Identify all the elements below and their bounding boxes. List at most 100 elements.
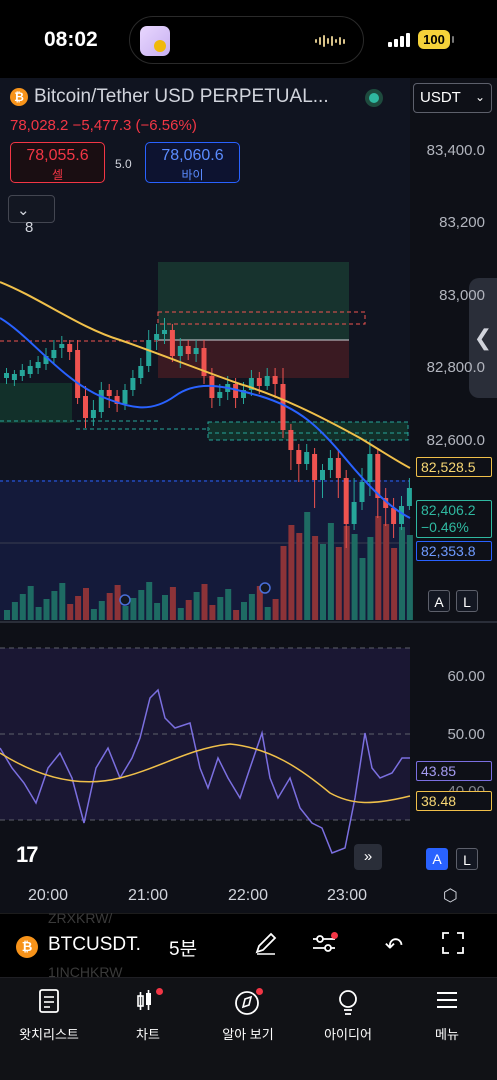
sell-price: 78,055.6 <box>26 147 89 164</box>
currency-select[interactable]: USDT ⌄ <box>413 83 492 113</box>
settings-gear-icon[interactable]: ⬡ <box>443 886 458 905</box>
rsi-ma-tag: 38.48 <box>416 791 492 811</box>
nav-menu[interactable]: 메뉴 <box>397 988 497 1043</box>
time-axis-label: 21:00 <box>128 887 169 904</box>
ma-fast-price-tag: 82,353.8 <box>416 541 492 561</box>
take-profit-zone <box>158 262 349 340</box>
chevron-down-icon: ⌄ <box>474 90 485 104</box>
volume-bar <box>122 606 129 620</box>
drawing-pen-icon[interactable] <box>250 930 282 962</box>
candle-body <box>296 450 302 464</box>
last-price-tag: 82,406.2 −0.46% <box>416 500 492 538</box>
event-marker-icon[interactable] <box>119 594 131 606</box>
candle-body <box>162 330 167 334</box>
candle-body <box>383 498 389 508</box>
volume-bar <box>375 516 382 620</box>
side-panel-toggle[interactable]: ❮ <box>469 278 497 398</box>
undo-icon[interactable]: ↶ <box>384 933 404 958</box>
volume-bar <box>106 593 113 620</box>
volume-bar <box>320 544 326 620</box>
last-change: −0.46% <box>421 519 469 535</box>
clock: 08:02 <box>44 28 98 51</box>
volume-bar <box>75 596 82 620</box>
indicators-sliders-icon[interactable] <box>308 930 340 962</box>
candle-body <box>248 378 254 390</box>
volume-bar <box>288 525 295 620</box>
buy-label: 바이 <box>181 168 204 182</box>
candle-body <box>59 344 65 348</box>
candle-body <box>359 482 365 502</box>
symbol-selector[interactable]: BTCUSDT. <box>48 934 141 955</box>
candle-body <box>11 374 17 380</box>
volume-bar <box>312 536 319 620</box>
time-axis-label: 20:00 <box>28 887 69 904</box>
auto-scale-button-rsi[interactable]: A <box>426 848 448 870</box>
dynamic-island[interactable] <box>129 16 364 64</box>
log-scale-button-rsi[interactable]: L <box>456 848 478 870</box>
candle-body <box>114 396 120 404</box>
candle-body <box>367 454 373 482</box>
bitcoin-icon: ₿ <box>16 936 38 958</box>
menu-icon <box>397 988 497 1016</box>
candle-body <box>43 356 49 364</box>
volume-bar <box>35 607 42 620</box>
chart-area[interactable]: ❮ <box>0 78 497 913</box>
volume-bar <box>193 592 200 620</box>
nav-chart[interactable]: 차트 <box>98 988 198 1043</box>
bitcoin-icon: ₿ <box>10 88 28 106</box>
sell-button[interactable]: 78,055.6 셀 <box>10 142 105 183</box>
time-axis-label: 22:00 <box>228 887 269 904</box>
nav-label: 차트 <box>136 1027 160 1042</box>
price-axis-label: 83,000 <box>439 287 485 304</box>
volume-bar <box>162 595 168 620</box>
interval-selector[interactable]: 5분 <box>169 939 198 960</box>
candle-body <box>201 348 207 376</box>
volume-bar <box>90 609 97 620</box>
signal-icon <box>388 32 410 47</box>
price-axis-label: 83,200 <box>439 214 485 231</box>
fullscreen-icon[interactable] <box>437 930 469 962</box>
list-icon <box>0 988 99 1016</box>
pair-title[interactable]: Bitcoin/Tether USD PERPETUAL... <box>34 86 329 107</box>
candle-body <box>233 384 239 398</box>
buy-button[interactable]: 78,060.6 바이 <box>145 142 240 183</box>
nav-label: 아이디어 <box>324 1027 372 1042</box>
volume-bar <box>296 533 303 620</box>
event-marker-icon[interactable] <box>259 582 271 594</box>
lightbulb-icon <box>298 988 398 1016</box>
volume-bar <box>367 537 374 620</box>
candle-body <box>98 390 104 412</box>
log-scale-button[interactable]: L <box>456 590 478 612</box>
volume-bar <box>185 600 192 620</box>
candle-body <box>154 334 160 340</box>
volume-bar <box>272 599 279 620</box>
market-open-icon <box>365 89 383 107</box>
nav-explore[interactable]: 알아 보기 <box>198 988 298 1043</box>
ghost-symbol: ZRXKRW/ <box>48 910 113 926</box>
volume-bar <box>304 512 311 620</box>
scroll-to-realtime-button[interactable]: » <box>354 844 382 870</box>
symbol-header[interactable]: ₿ Bitcoin/Tether USD PERPETUAL... <box>10 86 329 108</box>
demand-zone <box>0 383 72 423</box>
nav-watchlist[interactable]: 왓치리스트 <box>0 988 99 1043</box>
candle-body <box>304 452 310 464</box>
candle-body <box>4 373 9 378</box>
volume-bar <box>154 603 161 620</box>
volume-bars <box>4 512 413 620</box>
candle-body <box>343 478 349 524</box>
volume-bar <box>130 598 137 620</box>
auto-scale-button[interactable]: A <box>428 590 450 612</box>
indicators-collapse-button[interactable]: ⌄ 8 <box>8 195 55 236</box>
status-bar: 08:02 100 <box>0 0 497 78</box>
nav-ideas[interactable]: 아이디어 <box>298 988 398 1043</box>
chevron-left-icon: ❮ <box>473 325 493 350</box>
candle-body <box>399 506 404 524</box>
volume-bar <box>327 523 334 620</box>
rsi-value-tag: 43.85 <box>416 761 492 781</box>
sell-label: 셀 <box>51 168 64 182</box>
price-chart-svg[interactable] <box>0 78 497 913</box>
volume-bar <box>209 605 216 620</box>
price-change: 78,028.2 −5,477.3 (−6.56%) <box>10 117 197 134</box>
candle-body <box>51 350 57 358</box>
volume-bar <box>138 590 145 620</box>
